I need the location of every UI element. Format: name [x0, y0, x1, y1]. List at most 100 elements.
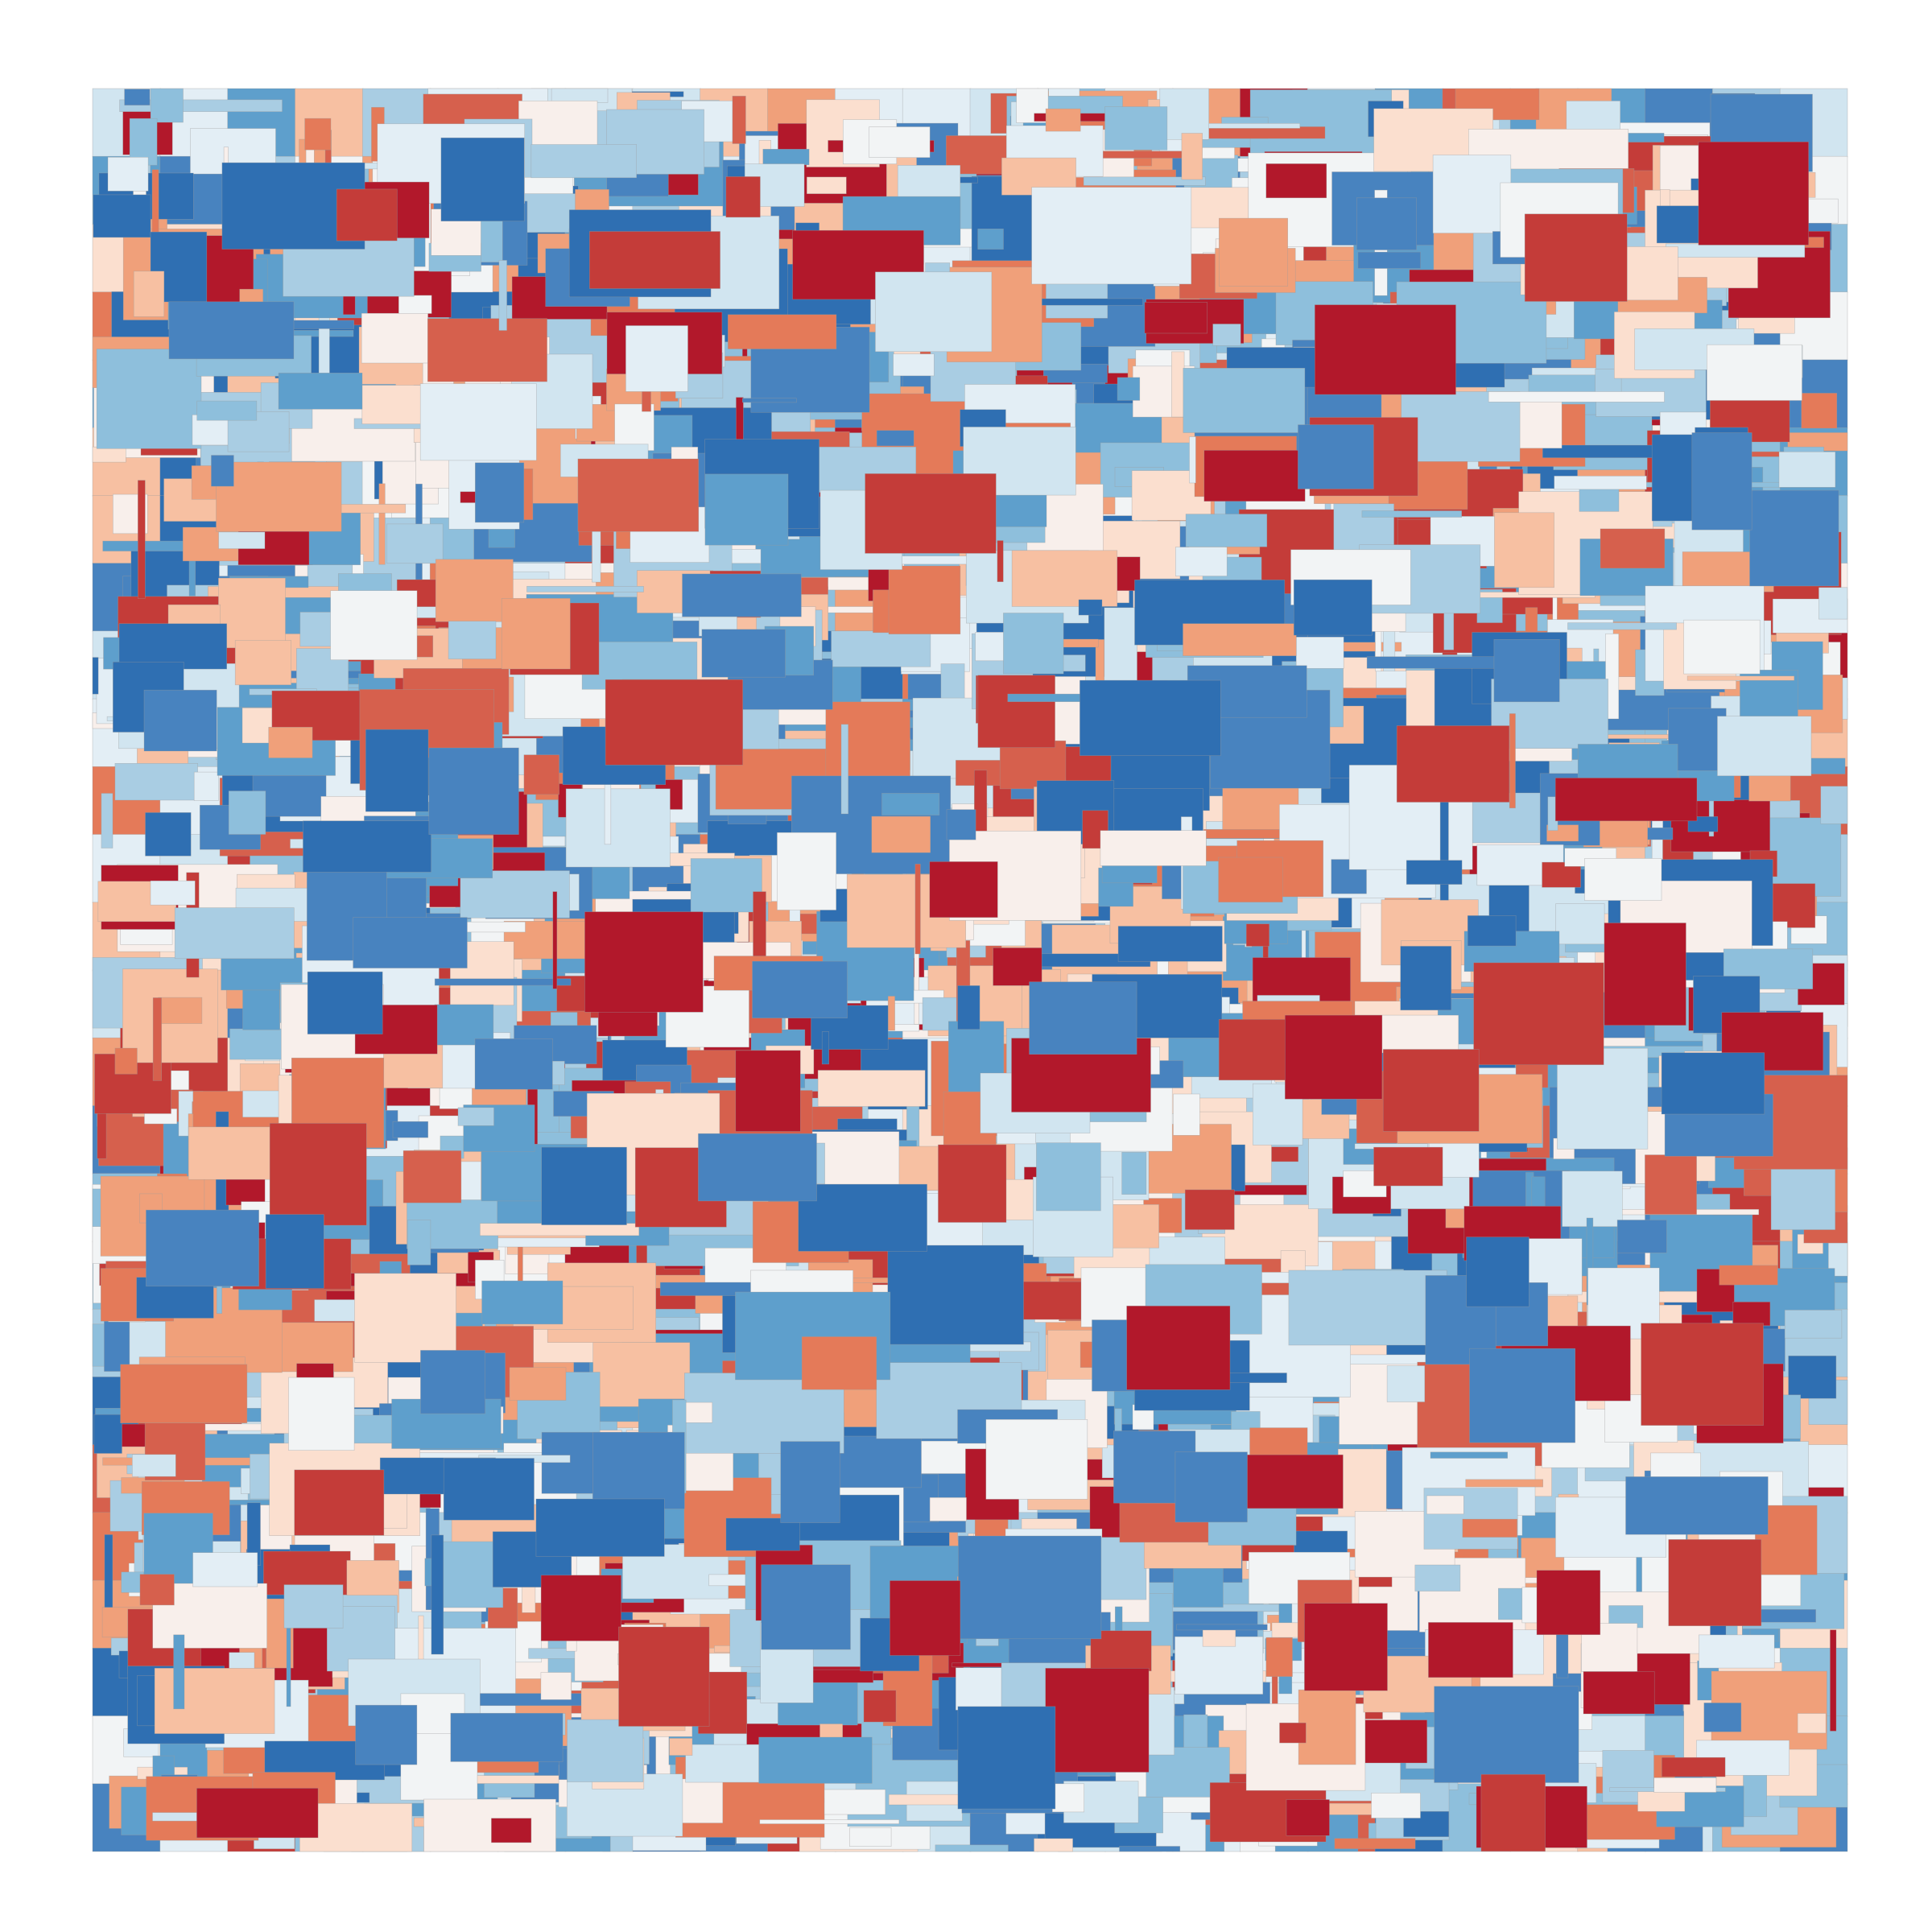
mosaic-rectangle	[935, 1844, 1009, 1852]
mosaic-accent-rectangle	[1583, 1671, 1655, 1715]
mosaic-accent-rectangle	[798, 1183, 927, 1252]
mosaic-rectangle	[1703, 1703, 1742, 1732]
mosaic-rectangle	[1034, 1838, 1073, 1852]
mosaic-rectangle	[228, 791, 266, 835]
mosaic-rectangle	[985, 1419, 1088, 1500]
mosaic-rectangle	[806, 176, 847, 194]
mosaic-accent-rectangle	[1698, 141, 1809, 246]
mosaic-rectangle	[268, 726, 313, 758]
mosaic-accent-rectangle	[1382, 1049, 1480, 1132]
mosaic-rectangle	[974, 770, 988, 833]
mosaic-rectangle	[1778, 451, 1836, 488]
mosaic-rectangle	[435, 1541, 504, 1608]
mosaic-rectangle	[299, 1803, 413, 1852]
mosaic-accent-rectangle	[958, 1535, 1102, 1640]
mosaic-rectangle	[1117, 926, 1223, 962]
mosaic-accent-rectangle	[1029, 981, 1137, 1055]
mosaic-rectangle	[824, 1789, 886, 1815]
mosaic-rectangle	[977, 675, 1055, 748]
mosaic-rectangle	[540, 1672, 572, 1700]
mosaic-rectangle	[1265, 1637, 1293, 1677]
mosaic-rectangle	[946, 809, 976, 840]
mosaic-rectangle	[1173, 1093, 1200, 1136]
mosaic-rectangle	[1686, 675, 1795, 681]
mosaic-rectangle	[725, 176, 761, 218]
mosaic-rectangle	[817, 1070, 926, 1107]
mosaic-rectangle	[1363, 1719, 1427, 1764]
mosaic-rectangle	[1818, 587, 1848, 620]
mosaic-rectangle	[1052, 1783, 1085, 1813]
mosaic-rectangle	[1467, 915, 1517, 947]
mosaic-rectangle	[993, 947, 1042, 986]
mosaic-rectangle	[1288, 1269, 1447, 1346]
mosaic-rectangle	[1645, 1154, 1697, 1215]
mosaic-accent-rectangle	[1466, 1236, 1530, 1307]
mosaic-rectangle	[1662, 1757, 1726, 1777]
mosaic-rectangle	[1100, 830, 1207, 866]
mosaic-rectangle	[1184, 1189, 1235, 1230]
mosaic-rectangle	[1820, 786, 1848, 824]
mosaic-rectangle	[114, 1047, 138, 1075]
mosaic-accent-rectangle	[540, 1575, 621, 1641]
mosaic-rectangle	[1298, 1689, 1356, 1765]
mosaic-rectangle	[1616, 1220, 1667, 1253]
mosaic-rectangle	[875, 271, 993, 353]
mosaic-rectangle	[1707, 344, 1802, 401]
mosaic-accent-rectangle	[1661, 1052, 1765, 1115]
mosaic-rectangle	[1295, 636, 1344, 669]
mosaic-rectangle	[354, 1273, 456, 1363]
mosaic-accent-rectangle	[618, 1626, 710, 1727]
mosaic-rectangle	[869, 126, 931, 159]
mosaic-rectangle	[840, 724, 848, 815]
mosaic-rectangle	[509, 1367, 567, 1401]
mosaic-rectangle	[1100, 151, 1186, 159]
mosaic-rectangle	[614, 403, 654, 451]
mosaic-rectangle	[592, 524, 601, 583]
mosaic-accent-rectangle	[780, 1441, 840, 1523]
mosaic-accent-rectangle	[1554, 778, 1698, 822]
mosaic-rectangle	[1119, 1846, 1181, 1852]
mosaic-accent-rectangle	[588, 231, 720, 289]
mosaic-rectangle	[1104, 106, 1168, 151]
mosaic-rectangle	[523, 754, 559, 795]
mosaic-rectangle	[567, 1719, 644, 1782]
mosaic-accent-rectangle	[265, 1214, 324, 1289]
mosaic-rectangle	[1554, 475, 1647, 490]
mosaic-rectangle	[1031, 187, 1192, 285]
mosaic-accent-rectangle	[1298, 424, 1374, 489]
mosaic-rectangle	[1414, 1564, 1461, 1591]
mosaic-rectangle	[1121, 1152, 1147, 1195]
mosaic-accent-rectangle	[682, 573, 802, 617]
mosaic-rectangle	[888, 565, 961, 634]
mosaic-accent-rectangle	[269, 1123, 367, 1226]
mosaic-rectangle	[1650, 1452, 1702, 1481]
mosaic-rectangle	[407, 1220, 431, 1265]
mosaic-rectangle	[1159, 88, 1210, 140]
mosaic-accent-rectangle	[698, 1133, 817, 1202]
mosaic-rectangle	[196, 400, 258, 421]
mosaic-rectangle	[1265, 163, 1327, 199]
mosaic-rectangle	[957, 985, 980, 1030]
mosaic-rectangle	[1185, 514, 1268, 547]
mosaic-rectangle	[701, 629, 786, 678]
mosaic-rectangle	[93, 194, 151, 238]
mosaic-accent-rectangle	[365, 729, 429, 812]
mosaic-rectangle	[1189, 436, 1196, 484]
mosaic-rectangle	[759, 1819, 900, 1824]
mosaic-rectangle	[193, 771, 219, 801]
mosaic-accent-rectangle	[1396, 725, 1510, 803]
mosaic-accent-rectangle	[1315, 304, 1456, 395]
mosaic-accent-rectangle	[938, 1144, 1007, 1223]
mosaic-accent-rectangle	[168, 301, 295, 360]
mosaic-rectangle	[491, 1818, 532, 1843]
mosaic-rectangle	[150, 880, 196, 906]
mosaic-rectangle	[685, 1744, 774, 1783]
mosaic-rectangle	[420, 1350, 486, 1414]
mosaic-rectangle	[1797, 1713, 1827, 1734]
mosaic-rectangle	[893, 353, 935, 377]
mosaic-rectangle	[434, 978, 572, 986]
mosaic-rectangle	[229, 1028, 286, 1060]
mosaic-accent-rectangle	[1285, 1014, 1383, 1100]
mosaic-rectangle	[831, 630, 931, 667]
mosaic-accent-rectangle	[541, 1146, 627, 1225]
